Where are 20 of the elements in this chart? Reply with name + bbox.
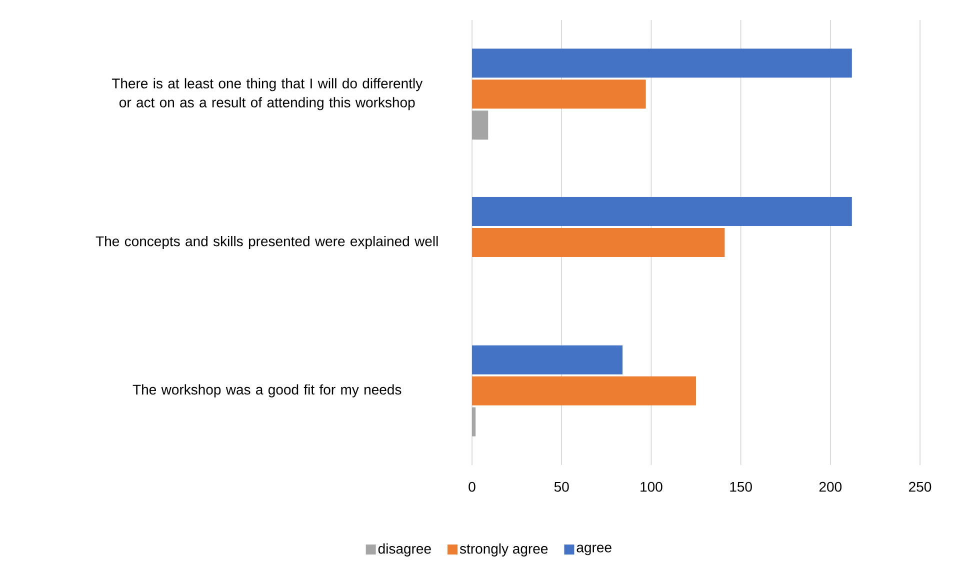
- x-tick-label: 250: [909, 482, 932, 492]
- bar: [472, 80, 646, 109]
- x-tick-label: 100: [640, 482, 662, 492]
- legend-label: disagree: [378, 543, 431, 556]
- legend-label: agree: [576, 544, 612, 556]
- bar: [472, 345, 623, 374]
- bar: [472, 48, 852, 78]
- y-tick-label: The workshop was a good fit for my needs: [132, 384, 402, 398]
- x-tick-label: 50: [554, 482, 569, 492]
- bar: [472, 228, 725, 257]
- x-tick-label: 150: [730, 482, 752, 492]
- bar: [472, 407, 476, 436]
- legend-label: strongly agree: [460, 543, 548, 556]
- y-tick-label: The concepts and skills presented were explained well: [96, 236, 438, 250]
- bar: [472, 376, 696, 406]
- x-tick-label: 0: [468, 482, 476, 492]
- x-tick-label: 200: [819, 482, 842, 492]
- bar: [472, 110, 488, 140]
- bar: [472, 197, 852, 226]
- y-tick-label: There is at least one thing that I will do differently or act on as a result of attending this workshop: [112, 78, 423, 110]
